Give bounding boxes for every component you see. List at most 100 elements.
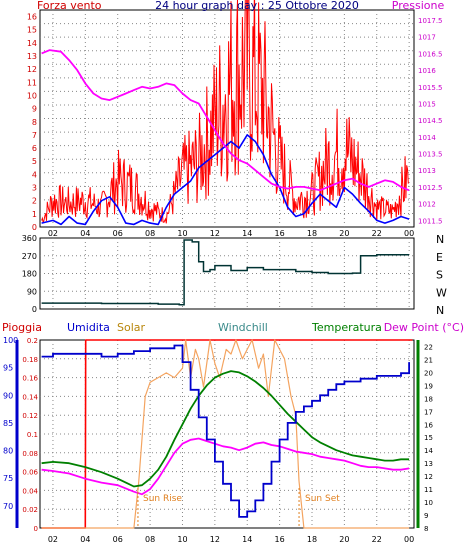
pressure-axis-title: Pressione [392, 0, 445, 12]
temp-y-tick-label: 18 [424, 395, 433, 403]
pressure-y-tick-label: 1014.5 [418, 117, 443, 125]
x-tick-label: 06 [113, 535, 123, 544]
x-tick-label: 04 [80, 229, 90, 238]
pressure-y-tick-label: 1014 [418, 134, 436, 142]
temp-y-tick-label: 16 [424, 421, 433, 429]
x-tick-label: 16 [275, 229, 285, 238]
sunrise-annotation: Sun Rise [143, 494, 182, 504]
axis-ticks: 02 04 06 08 10 12 14 16 18 20 22 000123456789101112… [3, 13, 447, 544]
pressure-y-tick-label: 1015.5 [418, 84, 443, 92]
x-tick-label: 08 [145, 535, 155, 544]
temp-y-tick-label: 11 [424, 486, 433, 494]
x-tick-label: 12 [210, 535, 220, 544]
x-tick-label: 22 [372, 229, 382, 238]
wind-y-tick-label: 8 [32, 118, 37, 127]
temp-y-tick-label: 19 [424, 382, 433, 390]
pressure-y-tick-label: 1017 [418, 34, 436, 42]
direction-y-tick-label: 180 [22, 270, 37, 279]
wind-y-tick-label: 14 [27, 39, 37, 48]
wind-y-tick-label: 10 [27, 91, 37, 100]
x-tick-label: 00 [404, 229, 414, 238]
x-tick-label: 20 [339, 229, 349, 238]
compass-tick-label: N [436, 233, 444, 246]
compass-tick-label: N [436, 304, 444, 317]
humidity-y-tick-label: 75 [3, 474, 13, 483]
sunset-annotation: Sun Set [305, 494, 340, 504]
x-tick-label: 06 [113, 229, 123, 238]
temp-y-tick-label: 12 [424, 473, 433, 481]
wind-y-tick-label: 9 [32, 105, 37, 114]
compass-tick-label: E [436, 251, 443, 264]
direction-y-tick-label: 270 [22, 252, 37, 261]
wind-y-tick-label: 2 [32, 197, 37, 206]
humidity-y-tick-label: 95 [3, 364, 13, 373]
wind-direction-line [41, 239, 410, 306]
x-tick-label: 20 [339, 535, 349, 544]
humidity-y-tick-label: 70 [3, 502, 13, 511]
rain-y-tick-label: 0.06 [22, 469, 38, 477]
wind-y-tick-label: 11 [27, 78, 37, 87]
rain-y-tick-label: 0.14 [22, 393, 38, 401]
rain-y-tick-label: 0.04 [22, 487, 38, 495]
pressure-y-tick-label: 1016 [418, 67, 436, 75]
wind-y-tick-label: 13 [27, 52, 37, 61]
wind-y-tick-label: 12 [27, 65, 37, 74]
rain-y-tick-label: 0.18 [22, 356, 38, 364]
temp-y-tick-label: 20 [424, 369, 433, 377]
x-tick-label: 16 [275, 535, 285, 544]
solar-label: Solar [117, 321, 146, 334]
direction-y-tick-label: 0 [32, 305, 37, 314]
temp-y-tick-label: 21 [424, 356, 433, 364]
rain-y-tick-label: 0.12 [22, 412, 38, 420]
wind-gust-line [41, 0, 409, 224]
x-tick-label: 12 [210, 229, 220, 238]
direction-y-tick-label: 90 [27, 287, 37, 296]
pressure-y-tick-label: 1016.5 [418, 50, 443, 58]
panel1-frame [39, 9, 415, 228]
rain-axis-title: Pioggia [2, 321, 42, 334]
wind-y-tick-label: 15 [27, 26, 37, 35]
x-tick-label: 14 [242, 229, 252, 238]
wind-y-tick-label: 6 [32, 144, 37, 153]
wind-y-tick-label: 5 [32, 157, 37, 166]
x-tick-label: 02 [48, 535, 58, 544]
rain-y-tick-label: 0.2 [27, 337, 38, 345]
pressure-y-tick-label: 1013.5 [418, 151, 443, 159]
temp-y-tick-label: 14 [424, 447, 433, 455]
temp-y-tick-label: 22 [424, 343, 433, 351]
wind-axis-title: Forza vento [37, 0, 102, 12]
rain-y-tick-label: 0.16 [22, 375, 38, 383]
pressure-y-tick-label: 1017.5 [418, 17, 443, 25]
x-tick-label: 18 [307, 229, 317, 238]
temp-y-tick-label: 13 [424, 460, 433, 468]
chart-title: 24 hour graph day : 25 Ottobre 2020 [155, 0, 359, 12]
pressure-line [41, 49, 410, 192]
pressure-y-tick-label: 1015 [418, 100, 436, 108]
temp-y-tick-label: 9 [424, 512, 428, 520]
x-tick-label: 14 [242, 535, 252, 544]
x-tick-label: 22 [372, 535, 382, 544]
pressure-y-tick-label: 1011.5 [418, 217, 443, 225]
wind-y-tick-label: 16 [27, 13, 37, 22]
temperature-line [41, 370, 410, 488]
humidity-y-tick-label: 80 [3, 447, 13, 456]
temperature-label: Temperatura [311, 321, 382, 334]
wind-gust-series [41, 0, 409, 224]
x-tick-label: 02 [48, 229, 58, 238]
dewpoint-line [41, 437, 410, 496]
line-series [41, 49, 411, 529]
compass-tick-label: W [436, 286, 447, 299]
rain-y-tick-label: 0.02 [22, 506, 38, 514]
temp-y-tick-label: 10 [424, 499, 433, 507]
humidity-label: Umidita [67, 321, 110, 334]
wind-y-tick-label: 3 [32, 184, 37, 193]
x-tick-label: 18 [307, 535, 317, 544]
wind-y-tick-label: 4 [32, 170, 37, 179]
x-tick-label: 10 [177, 229, 187, 238]
humidity-y-tick-label: 90 [3, 391, 13, 400]
pressure-y-tick-label: 1012.5 [418, 184, 443, 192]
humidity-y-tick-label: 100 [3, 336, 18, 345]
wind-y-tick-label: 7 [32, 131, 37, 140]
x-tick-label: 00 [404, 535, 414, 544]
